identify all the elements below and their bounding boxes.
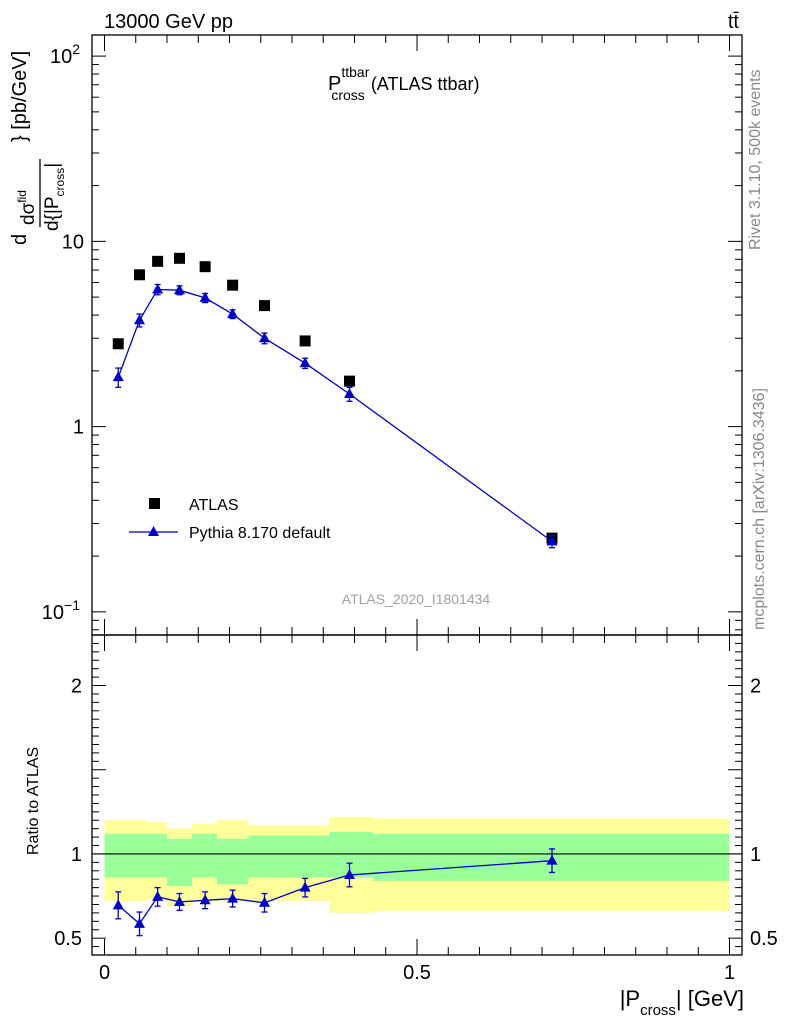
main-axes: 10−1 1 10 102 (42, 35, 742, 635)
legend-mc-marker (148, 526, 159, 536)
ratio-y-tick-label-left: 1 (71, 844, 82, 866)
pythia-point (259, 332, 270, 343)
atlas-point (259, 300, 270, 312)
mcplots-label: mcplots.cern.ch [arXiv:1306.3436] (751, 388, 768, 630)
uncertainty-band-inner (248, 835, 330, 878)
ratio-y-tick-label-right: 2 (750, 676, 761, 698)
y-label-d: d (9, 234, 31, 245)
uncertainty-band-inner (329, 832, 374, 878)
x-axis-label: |Pcross| [GeV] (620, 986, 744, 1019)
atlas-point (299, 335, 311, 347)
ratio-point (152, 890, 164, 901)
x-tick-label: 0.5 (403, 962, 431, 984)
title-suffix: (ATLAS ttbar) (371, 74, 480, 94)
ratio-plot-area (92, 816, 742, 937)
pythia-point (344, 387, 355, 398)
atlas-point (199, 261, 211, 273)
ratio-point (546, 854, 558, 865)
ratio-point (344, 869, 355, 879)
atlas-point (152, 255, 164, 267)
ratio-point (259, 896, 270, 907)
ratio-y-tick-label-right: 1 (750, 844, 761, 866)
main-panel-frame (91, 34, 743, 636)
atlas-point (112, 338, 124, 350)
ratio-y-tick-label-left: 0.5 (54, 928, 82, 950)
pythia-line (117, 288, 553, 542)
x-label-sub: cross (640, 1002, 676, 1019)
y-label-numerator: dσfid (15, 190, 39, 225)
main-y-tick-label: 102 (50, 41, 80, 68)
uncertainty-band-inner (148, 833, 167, 878)
ratio-axes: 0.5 0.5 1 1 2 2 0 0.5 1 (54, 634, 778, 984)
pythia-point (174, 284, 185, 295)
legend-atlas-marker (149, 498, 160, 509)
ratio-point (227, 892, 239, 903)
pythia-point (299, 357, 311, 368)
pythia-point (227, 308, 239, 319)
main-y-tick-label: 1 (73, 417, 84, 439)
atlas-point (344, 375, 355, 387)
uncertainty-band-inner (217, 838, 249, 885)
legend-mc-label: Pythia 8.170 default (189, 525, 331, 542)
x-label-post: | [GeV] (676, 986, 744, 1011)
pythia-point (112, 371, 124, 382)
pythia-point (199, 291, 211, 302)
atlas-point (174, 252, 185, 264)
ratio-point (174, 895, 185, 906)
y-label-unit: } [pb/GeV] (9, 51, 31, 142)
ratio-y-tick-label-left: 2 (71, 676, 82, 698)
ratio-point (199, 894, 211, 905)
title-sup: ttbar (341, 64, 369, 80)
atlas-point (227, 279, 239, 291)
title-sub: cross (331, 87, 364, 103)
ratio-y-label: Ratio to ATLAS (25, 747, 42, 855)
y-label-fraction: dσfid d{|Pcross| (15, 159, 67, 231)
pythia-point (546, 535, 558, 546)
title-main: P (328, 73, 341, 95)
x-label-pre: |P (620, 986, 640, 1011)
pythia-point (152, 283, 164, 294)
beam-label: 13000 GeV pp (104, 11, 233, 33)
main-plot-area (112, 252, 558, 549)
uncertainty-band-inner (167, 838, 192, 886)
uncertainty-band-inner (104, 833, 149, 878)
process-label: tt̄ (728, 11, 740, 33)
legend-atlas-label: ATLAS (189, 497, 239, 514)
x-tick-label: 0 (99, 962, 110, 984)
ratio-point (112, 899, 124, 910)
analysis-id: ATLAS_2020_I1801434 (342, 591, 491, 607)
legend: ATLAS Pythia 8.170 default (129, 497, 331, 542)
main-y-tick-label: 10−1 (42, 597, 80, 624)
atlas-point (134, 269, 145, 281)
ratio-panel: 0.5 0.5 1 1 2 2 0 0.5 1 (54, 634, 778, 984)
x-tick-label: 1 (724, 962, 735, 984)
plot-title: Pttbar cross (ATLAS ttbar) (328, 64, 480, 103)
ratio-line (117, 860, 553, 925)
rivet-label: Rivet 3.1.10, 500k events (747, 69, 764, 250)
ratio-y-tick-label-right: 0.5 (750, 928, 778, 950)
ratio-point (299, 881, 311, 892)
pythia-point (134, 314, 145, 325)
main-y-axis-label: d dσfid d{|Pcross| } [pb/GeV] (9, 51, 67, 245)
y-label-denominator: d{|Pcross| (42, 163, 67, 231)
uncertainty-band-inner (192, 833, 217, 878)
ratio-point (134, 917, 145, 928)
main-panel: 10−1 1 10 102 (42, 34, 743, 636)
main-y-tick-label: 10 (62, 231, 84, 253)
